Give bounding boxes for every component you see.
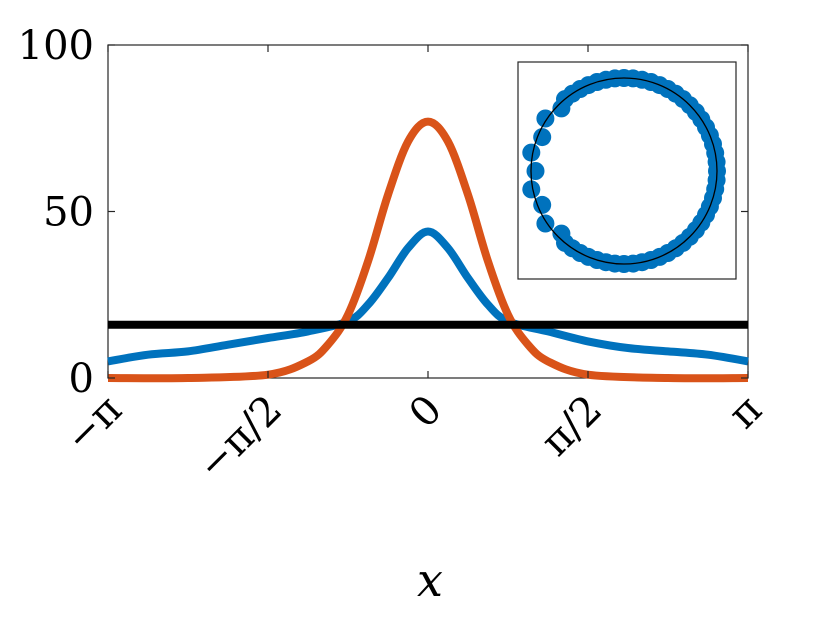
- x-tick-label: 0: [401, 387, 452, 438]
- x-tick-label: −π/2: [189, 387, 291, 489]
- inset-reference-circle: [530, 77, 718, 265]
- series-line-1: [107, 227, 749, 366]
- inset-marker: [522, 143, 541, 162]
- x-axis-label: x: [417, 553, 443, 607]
- inset-marker: [522, 180, 541, 199]
- series-layer: [107, 117, 749, 383]
- inset-plot: [517, 61, 737, 280]
- x-tick-label: π/2: [532, 387, 611, 466]
- inset-marker: [526, 162, 545, 180]
- inset-frame: [517, 61, 737, 280]
- series-line-2: [107, 117, 749, 383]
- x-tick-label: −π: [56, 387, 131, 462]
- y-tick-label: 50: [43, 190, 94, 236]
- inset-marker: [552, 99, 571, 118]
- y-tick-label: 0: [69, 356, 94, 402]
- y-tick-label: 100: [18, 23, 94, 69]
- inset-marker: [533, 195, 552, 214]
- x-tick-label: π: [720, 387, 771, 438]
- inset-marker: [533, 128, 552, 147]
